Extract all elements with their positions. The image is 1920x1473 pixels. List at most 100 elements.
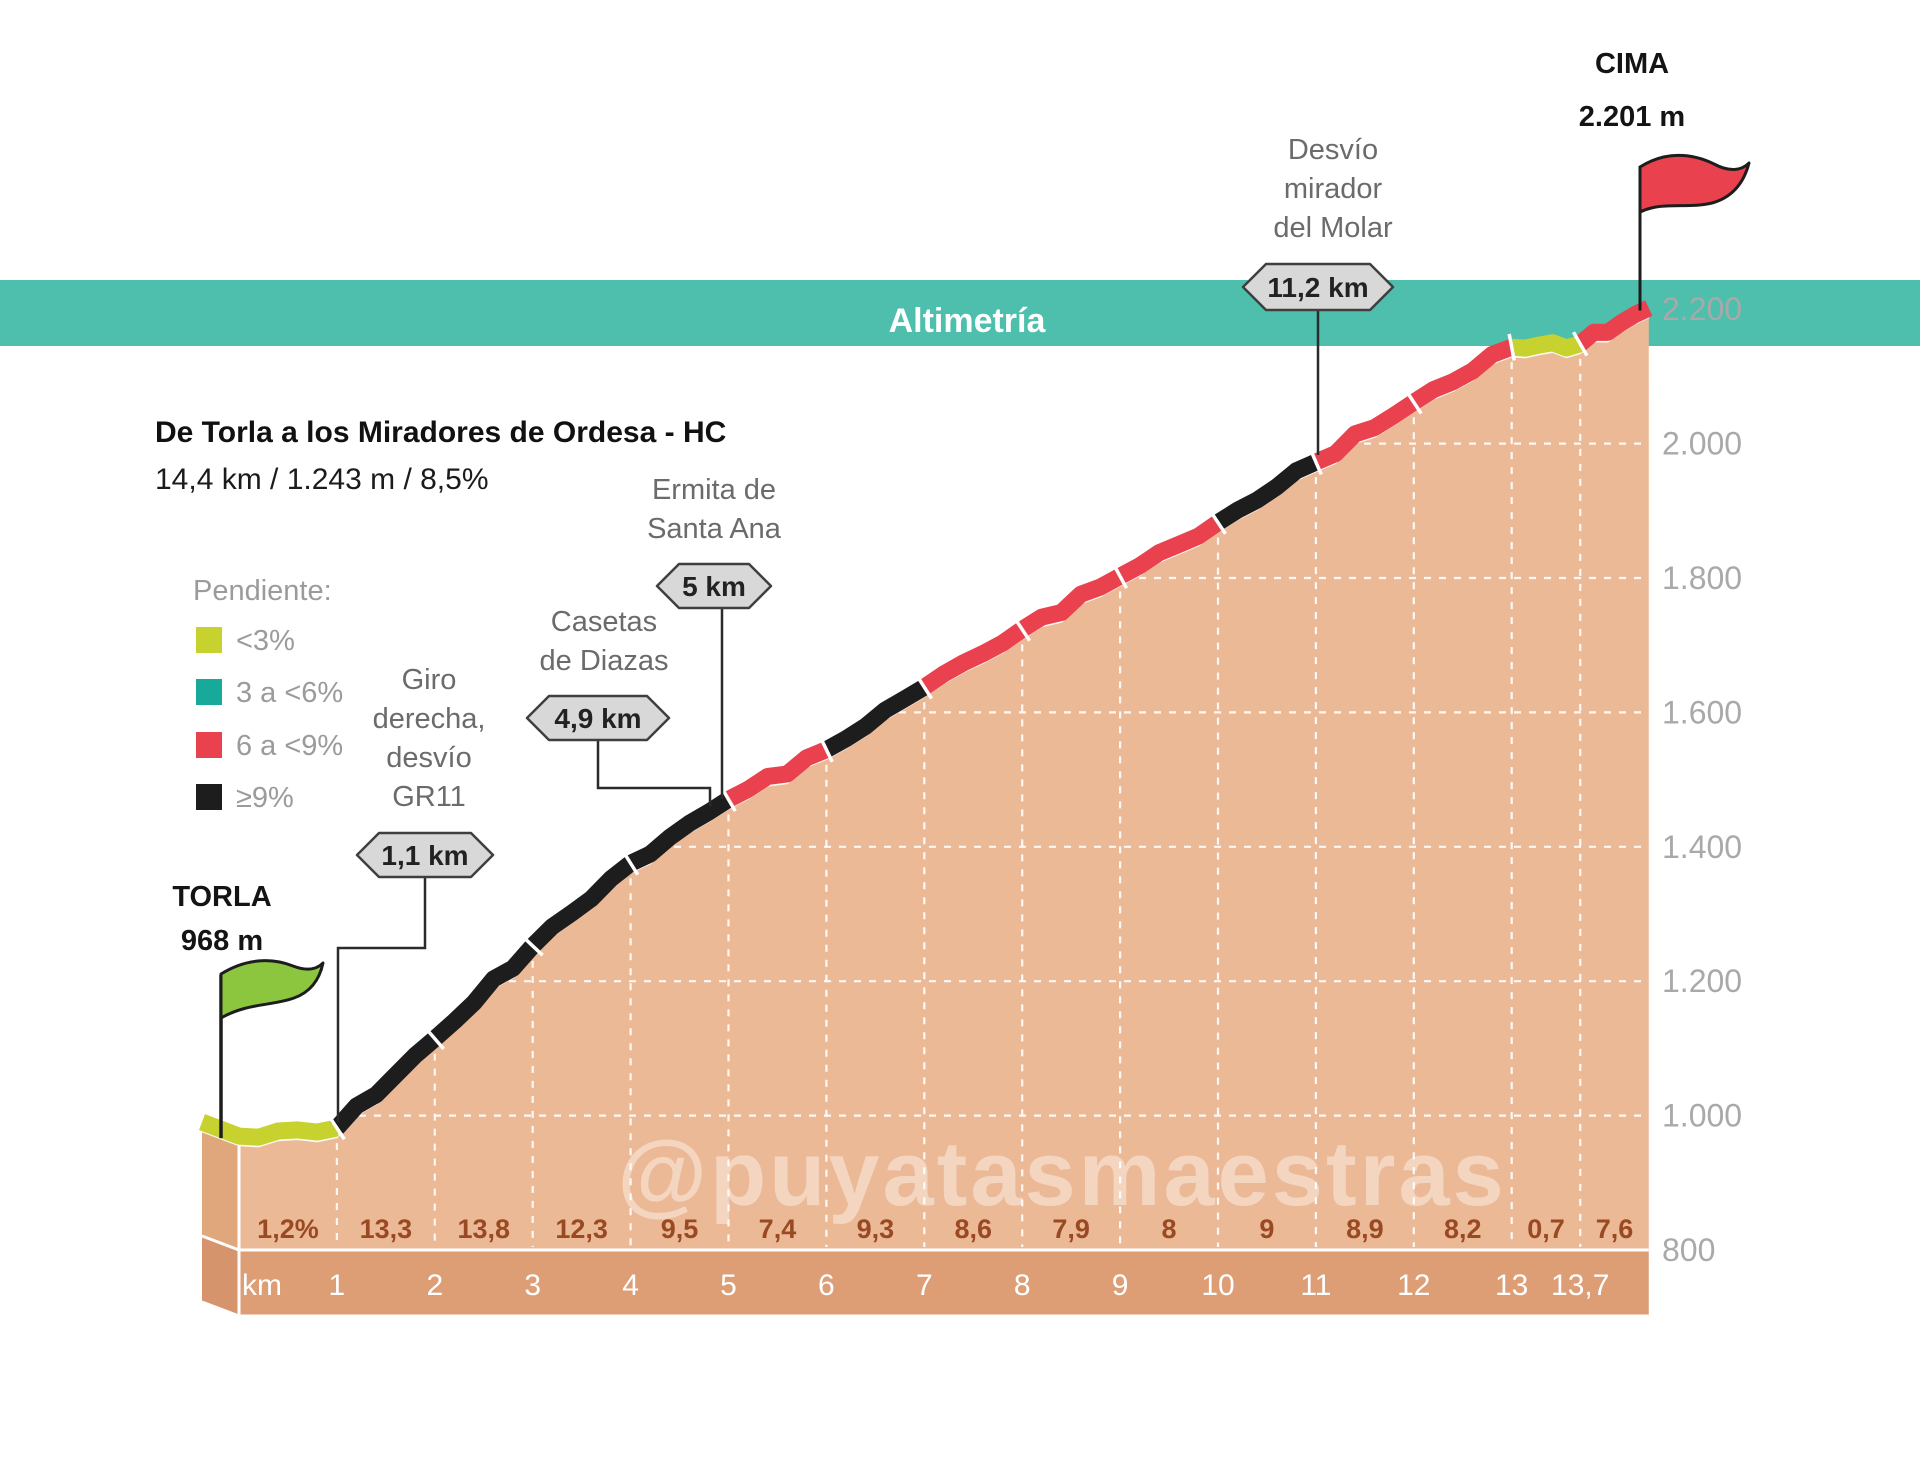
gradient-label: 13,8 xyxy=(457,1214,510,1244)
legend-swatch-lt3-icon xyxy=(196,627,222,653)
x-axis-tick: 2 xyxy=(426,1269,443,1302)
gradient-label: 7,6 xyxy=(1596,1214,1634,1244)
x-axis-tick: 7 xyxy=(916,1269,933,1302)
segment-separator xyxy=(1308,449,1323,476)
horizontal-gridlines xyxy=(239,442,1649,1117)
legend-label-gte9: ≥9% xyxy=(236,782,294,814)
x-axis-tick: 13 xyxy=(1495,1269,1528,1302)
gradient-band-segment xyxy=(1017,568,1125,637)
start-flag-icon xyxy=(219,959,325,1020)
summit-elevation: 2.201 m xyxy=(1579,101,1685,133)
gradient-label: 8,2 xyxy=(1444,1214,1482,1244)
gradient-label: 7,9 xyxy=(1052,1214,1090,1244)
gradient-label: 12,3 xyxy=(555,1214,608,1244)
gradient-band-segment xyxy=(429,940,540,1046)
gradient-band-segment xyxy=(919,622,1028,695)
start-elevation: 968 m xyxy=(181,925,263,957)
gradient-band-segment xyxy=(1511,334,1583,357)
segment-separator xyxy=(915,674,934,700)
flags-layer xyxy=(219,153,1751,1139)
legend-swatch-3to6-icon xyxy=(196,679,222,705)
gradient-band-segment xyxy=(1213,454,1320,530)
x-axis-unit: km xyxy=(242,1269,282,1302)
km-axis-band xyxy=(239,1250,1649,1316)
base-edge-line xyxy=(201,1300,240,1318)
segment-separator xyxy=(424,1027,445,1051)
gradient-band-segment xyxy=(330,1032,441,1134)
route-title: De Torla a los Miradores de Ordesa - HC xyxy=(155,416,726,449)
summit-name: CIMA xyxy=(1595,48,1669,80)
y-axis-label: 1.000 xyxy=(1662,1098,1742,1134)
base-bevel-lower xyxy=(202,1236,239,1316)
distance-badge-label: 11,2 km xyxy=(1267,272,1368,303)
gradient-label: 9,3 xyxy=(857,1214,895,1244)
gradient-band-segment xyxy=(1312,395,1419,470)
x-axis-tick: 1 xyxy=(329,1269,346,1302)
gradient-label: 8 xyxy=(1162,1214,1177,1244)
distance-badge-label: 4,9 km xyxy=(554,703,641,734)
x-axis-tick: 10 xyxy=(1201,1269,1234,1302)
y-axis-label: 2.000 xyxy=(1662,426,1742,462)
banner: Altimetría xyxy=(0,280,1920,346)
waypoint-connector xyxy=(596,740,712,806)
x-axis-tick: 9 xyxy=(1112,1269,1129,1302)
segment-separator xyxy=(1013,617,1032,642)
legend-title: Pendiente: xyxy=(193,575,332,607)
segment-separator xyxy=(1209,510,1227,535)
distance-badge xyxy=(355,831,495,879)
x-axis-tick: 13,7 xyxy=(1551,1269,1609,1302)
summit-flag-icon xyxy=(1638,153,1751,214)
segment-separator xyxy=(818,736,834,763)
distance-badge-label: 1,1 km xyxy=(381,840,468,871)
distance-badge xyxy=(1241,262,1395,312)
segment-separator xyxy=(621,850,640,876)
base-edge-line xyxy=(201,1234,240,1252)
segment-separator xyxy=(1507,333,1516,361)
axis-layer: 800 1.000 1.200 1.400 1.600 1.800 2.000 2.200 km… xyxy=(242,291,1742,1302)
gradient-band-segment xyxy=(1116,515,1223,584)
y-axis-label: 1.400 xyxy=(1662,829,1742,865)
route-stats: 14,4 km / 1.243 m / 8,5% xyxy=(155,463,489,496)
legend-label-3to6: 3 a <6% xyxy=(236,677,343,709)
legend-swatch-6to9-icon xyxy=(196,732,222,758)
gradient-band-segment xyxy=(198,1114,339,1146)
segment-separator xyxy=(720,786,737,812)
x-axis-tick: 12 xyxy=(1397,1269,1430,1302)
distance-badge-label: 5 km xyxy=(682,571,746,602)
x-axis-tick: 3 xyxy=(524,1269,541,1302)
waypoints-layer: Giro derecha, desvío GR11 1,1 km Casetas de Di… xyxy=(336,134,1395,1122)
gradient-label: 9 xyxy=(1259,1214,1274,1244)
y-axis-label: 800 xyxy=(1662,1232,1715,1268)
start-name: TORLA xyxy=(172,881,271,913)
mountain-face xyxy=(239,309,1649,1251)
gradient-band-segment xyxy=(822,679,929,758)
gradient-band-segment xyxy=(724,741,830,807)
x-axis-tick: 5 xyxy=(720,1269,737,1302)
legend-swatch-gte9-icon xyxy=(196,784,222,810)
gradient-band-segment xyxy=(526,856,636,952)
waypoint-label: Desvío mirador del Molar xyxy=(1273,134,1393,244)
distance-badge xyxy=(525,694,671,742)
segment-separator xyxy=(327,1115,346,1141)
gradient-label: 8,6 xyxy=(954,1214,992,1244)
x-axis-tick: 4 xyxy=(622,1269,639,1302)
base-bevel-upper xyxy=(202,1123,239,1250)
y-axis-label: 1.200 xyxy=(1662,963,1742,999)
banner-title: Altimetría xyxy=(889,302,1047,340)
legend-label-6to9: 6 a <9% xyxy=(236,730,343,762)
gradient-label: 8,9 xyxy=(1346,1214,1384,1244)
gradient-label: 1,2% xyxy=(257,1214,319,1244)
y-axis-label: 1.800 xyxy=(1662,560,1742,596)
waypoint-label: Giro derecha, desvío GR11 xyxy=(373,664,486,813)
gradient-label: 13,3 xyxy=(360,1214,413,1244)
gradient-label: 0,7 xyxy=(1527,1214,1565,1244)
segment-separator xyxy=(1404,390,1423,415)
segment-separator xyxy=(521,935,544,957)
legend-label-lt3: <3% xyxy=(236,625,295,657)
y-axis-label: 1.600 xyxy=(1662,694,1742,730)
distance-badge xyxy=(655,562,773,610)
waypoint-label: Casetas de Diazas xyxy=(540,606,669,677)
segment-separator xyxy=(1112,563,1129,590)
x-axis-tick: 11 xyxy=(1300,1269,1331,1302)
waypoint-label: Ermita de Santa Ana xyxy=(647,474,782,545)
